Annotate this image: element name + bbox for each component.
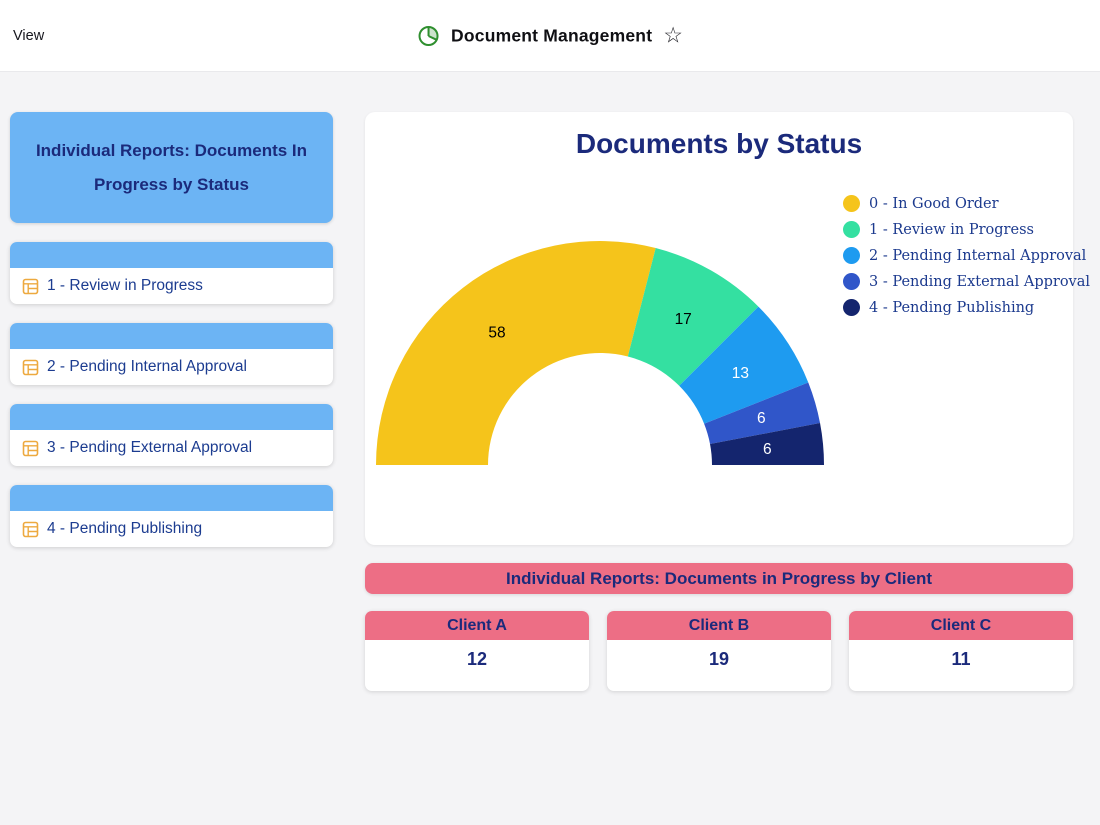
client-card-title: Client C — [849, 611, 1073, 640]
client-card-title: Client A — [365, 611, 589, 640]
legend-dot — [843, 221, 860, 238]
document-table-icon — [22, 359, 39, 375]
donut-slice[interactable] — [704, 382, 821, 445]
page-title: Document Management — [451, 25, 653, 45]
sidebar-item-header-bar — [10, 485, 333, 511]
legend-item-pending-external-approval[interactable]: 3 - Pending External Approval — [843, 273, 1090, 290]
header-title-group: Document Management ☆ — [417, 24, 683, 47]
legend-dot — [843, 273, 860, 290]
main-content: Documents by Status 58 17 13 6 6 0 - In Good… — [365, 112, 1090, 691]
legend-label: 4 - Pending Publishing — [869, 299, 1035, 316]
status-donut-chart: 58 17 13 6 6 — [376, 241, 824, 465]
client-card-b[interactable]: Client B 19 — [607, 611, 831, 691]
client-card-value: 11 — [951, 649, 971, 669]
top-header-bar: View Document Management ☆ — [0, 0, 1100, 72]
client-cards-row: Client A 12 Client B 19 Client C 11 — [365, 611, 1073, 691]
legend-dot — [843, 247, 860, 264]
slice-value-label: 17 — [675, 311, 692, 328]
document-table-icon — [22, 278, 39, 294]
sidebar-item-review-in-progress[interactable]: 1 - Review in Progress — [10, 242, 333, 304]
sidebar-item-pending-internal-approval[interactable]: 2 - Pending Internal Approval — [10, 323, 333, 385]
donut-slice[interactable] — [710, 423, 824, 465]
sidebar: Individual Reports: Documents In Progres… — [10, 112, 333, 547]
donut-slice[interactable] — [627, 248, 759, 386]
sidebar-item-header-bar — [10, 242, 333, 268]
slice-value-label: 58 — [488, 324, 505, 341]
legend-item-pending-internal-approval[interactable]: 2 - Pending Internal Approval — [843, 247, 1090, 264]
legend-dot — [843, 299, 860, 316]
sidebar-item-pending-external-approval[interactable]: 3 - Pending External Approval — [10, 404, 333, 466]
donut-slice[interactable] — [679, 306, 809, 424]
legend-item-pending-publishing[interactable]: 4 - Pending Publishing — [843, 299, 1090, 316]
sidebar-title-card: Individual Reports: Documents In Progres… — [10, 112, 333, 223]
favorite-star-icon[interactable]: ☆ — [663, 22, 683, 48]
client-section-banner: Individual Reports: Documents in Progres… — [365, 563, 1073, 594]
sidebar-title: Individual Reports: Documents In Progres… — [35, 141, 308, 194]
document-table-icon — [22, 521, 39, 537]
view-menu[interactable]: View — [13, 27, 45, 44]
sidebar-item-header-bar — [10, 323, 333, 349]
sidebar-item-pending-publishing[interactable]: 4 - Pending Publishing — [10, 485, 333, 547]
sidebar-item-header-bar — [10, 404, 333, 430]
sidebar-item-label: 4 - Pending Publishing — [47, 520, 203, 537]
donut-slice[interactable] — [376, 241, 656, 465]
client-card-title: Client B — [607, 611, 831, 640]
sidebar-item-label: 1 - Review in Progress — [47, 277, 203, 294]
client-card-a[interactable]: Client A 12 — [365, 611, 589, 691]
slice-value-label: 6 — [757, 410, 766, 427]
legend-label: 2 - Pending Internal Approval — [869, 247, 1087, 264]
pie-chart-icon — [418, 25, 439, 46]
document-table-icon — [22, 440, 39, 456]
legend-dot — [843, 195, 860, 212]
legend-label: 0 - In Good Order — [869, 195, 999, 212]
legend-label: 3 - Pending External Approval — [869, 273, 1091, 290]
slice-value-label: 6 — [763, 441, 772, 458]
client-card-c[interactable]: Client C 11 — [849, 611, 1073, 691]
client-card-value: 19 — [708, 649, 730, 669]
sidebar-item-label: 3 - Pending External Approval — [47, 439, 253, 456]
legend-item-review-in-progress[interactable]: 1 - Review in Progress — [843, 221, 1090, 238]
slice-value-label: 13 — [732, 365, 749, 382]
legend-item-in-good-order[interactable]: 0 - In Good Order — [843, 195, 1090, 212]
chart-legend: 0 - In Good Order 1 - Review in Progress… — [843, 195, 1090, 316]
documents-by-status-card: Documents by Status 58 17 13 6 6 0 - In Good… — [365, 112, 1090, 545]
legend-label: 1 - Review in Progress — [869, 221, 1034, 238]
sidebar-item-label: 2 - Pending Internal Approval — [47, 358, 247, 375]
chart-title: Documents by Status — [575, 128, 863, 159]
client-card-value: 12 — [466, 649, 488, 669]
